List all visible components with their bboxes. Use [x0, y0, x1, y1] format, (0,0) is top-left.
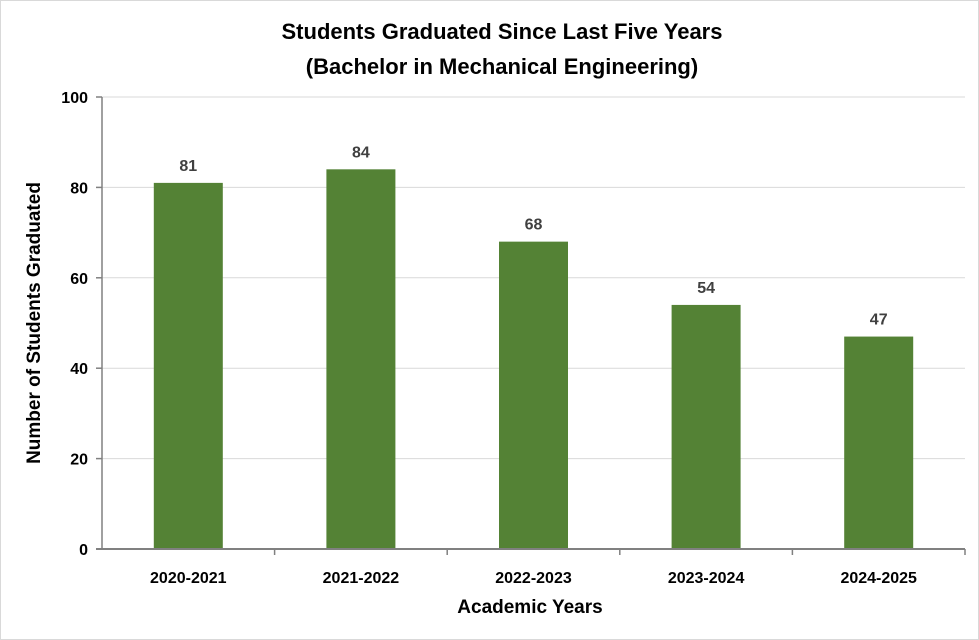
bar-2020-2021 — [153, 182, 223, 549]
data-label: 54 — [697, 280, 715, 297]
y-tick-label: 80 — [70, 180, 88, 197]
x-axis-title: Academic Years — [457, 597, 602, 618]
chart-title-line1: Students Graduated Since Last Five Years — [282, 19, 723, 44]
data-labels: 81 84 68 54 47 — [179, 144, 887, 328]
bar-2021-2022 — [326, 169, 396, 549]
chart-title-line2: (Bachelor in Mechanical Engineering) — [306, 54, 698, 79]
x-category-label: 2020-2021 — [150, 570, 227, 587]
x-category-label: 2023-2024 — [668, 570, 745, 587]
bar-2024-2025 — [844, 336, 914, 549]
data-label: 47 — [870, 312, 888, 329]
y-axis-ticks: 0 20 40 60 80 100 — [61, 90, 102, 559]
x-category-label: 2021-2022 — [323, 570, 400, 587]
data-label: 81 — [179, 158, 197, 175]
x-category-label: 2022-2023 — [495, 570, 572, 587]
y-tick-label: 0 — [79, 542, 88, 559]
y-tick-label: 100 — [61, 90, 88, 107]
axes — [96, 97, 965, 550]
y-axis-title: Number of Students Graduated — [24, 182, 45, 464]
bars — [153, 169, 914, 549]
data-label: 68 — [525, 217, 543, 234]
x-category-label: 2024-2025 — [840, 570, 917, 587]
data-label: 84 — [352, 144, 370, 161]
bar-2022-2023 — [499, 241, 568, 549]
bar-2023-2024 — [671, 304, 741, 549]
y-tick-label: 60 — [70, 271, 88, 288]
y-tick-label: 20 — [70, 452, 88, 469]
y-tick-label: 40 — [70, 361, 88, 378]
x-axis-categories: 2020-2021 2021-2022 2022-2023 2023-2024 2024… — [150, 549, 966, 587]
